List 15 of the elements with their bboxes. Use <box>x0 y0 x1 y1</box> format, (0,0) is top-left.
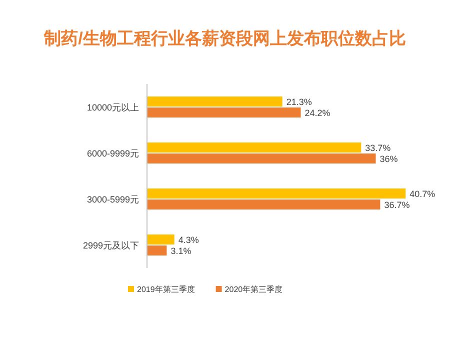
data-label: 33.7% <box>365 143 391 153</box>
data-label: 36% <box>380 154 398 164</box>
data-label: 3.1% <box>170 246 192 256</box>
data-label: 21.3% <box>286 97 312 107</box>
y-tick-label: 3000-5999元 <box>86 194 139 204</box>
title: 制药/生物工程行业各薪资段网上发布职位数占比 <box>44 29 406 48</box>
data-label: 4.3% <box>178 235 199 245</box>
legend-label: 2020年第三季度 <box>224 285 283 294</box>
legend-label: 2019年第三季度 <box>137 285 195 294</box>
data-label: 40.7% <box>410 189 436 199</box>
y-tick-label: 2999元及以下 <box>82 240 139 250</box>
data-label: 36.7% <box>384 200 410 210</box>
y-tick-label: 6000-9999元 <box>86 148 139 158</box>
y-tick-label: 10000元以上 <box>86 102 139 112</box>
data-label: 24.2% <box>304 108 330 118</box>
